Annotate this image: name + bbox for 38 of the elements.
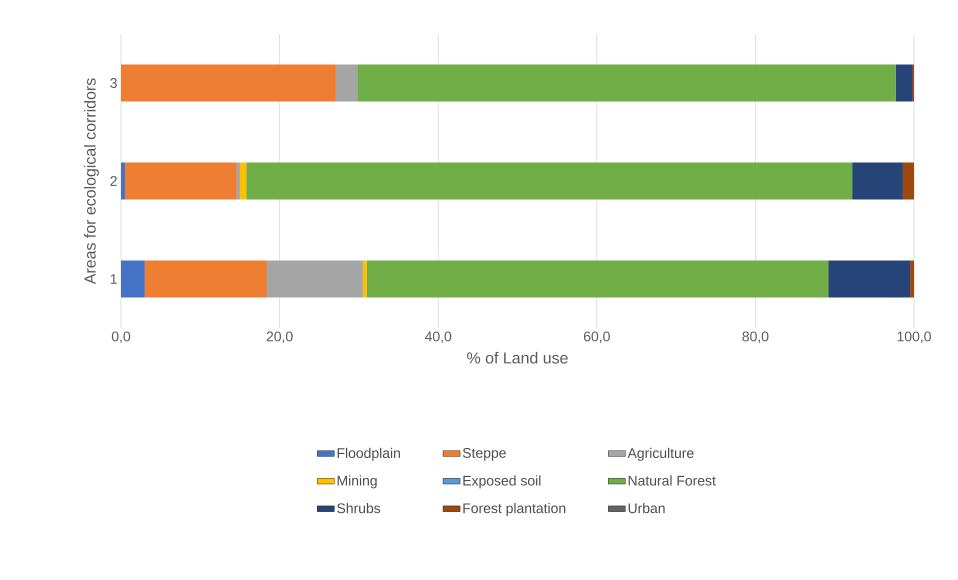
x-axis-title: % of Land use xyxy=(467,352,568,364)
bar xyxy=(144,260,267,298)
x-tick-label: 60,0 xyxy=(584,332,610,344)
x-tick-label: 40,0 xyxy=(424,332,452,344)
y-tick-label: 1 xyxy=(110,274,117,284)
bar xyxy=(236,162,240,200)
x-tick-label: 20,0 xyxy=(266,332,293,344)
bar xyxy=(121,260,145,298)
bar xyxy=(266,260,363,298)
bar xyxy=(362,260,367,298)
bar xyxy=(124,162,237,200)
legend-label: Shrubs xyxy=(337,502,380,514)
bar xyxy=(910,260,914,298)
y-axis-title: Areas for ecological corridors xyxy=(84,78,99,284)
x-tick-label: 80,0 xyxy=(742,332,768,344)
bar xyxy=(357,64,896,102)
bar xyxy=(240,162,246,200)
x-tick-label: 100,0 xyxy=(898,332,931,344)
legend-label: Mining xyxy=(338,475,377,488)
bar xyxy=(896,64,912,102)
legend-label: Floodplain xyxy=(338,448,400,461)
bar xyxy=(246,162,852,200)
legend-label: Forest plantation xyxy=(463,502,566,516)
bar xyxy=(121,64,336,102)
bar xyxy=(852,162,903,200)
legend-label: Exposed soil xyxy=(463,475,540,488)
bar xyxy=(121,162,125,200)
bar xyxy=(336,64,358,102)
bar xyxy=(366,260,828,298)
bar xyxy=(828,260,910,298)
legend-label: Urban xyxy=(628,502,665,514)
x-tick-label: 0,0 xyxy=(112,332,130,344)
y-tick-label: 2 xyxy=(110,176,117,186)
legend-label: Agriculture xyxy=(628,448,694,461)
y-tick-label: 3 xyxy=(110,78,117,88)
bar xyxy=(902,162,914,200)
legend-label: Natural Forest xyxy=(628,475,716,486)
legend-label: Steppe xyxy=(462,448,506,461)
